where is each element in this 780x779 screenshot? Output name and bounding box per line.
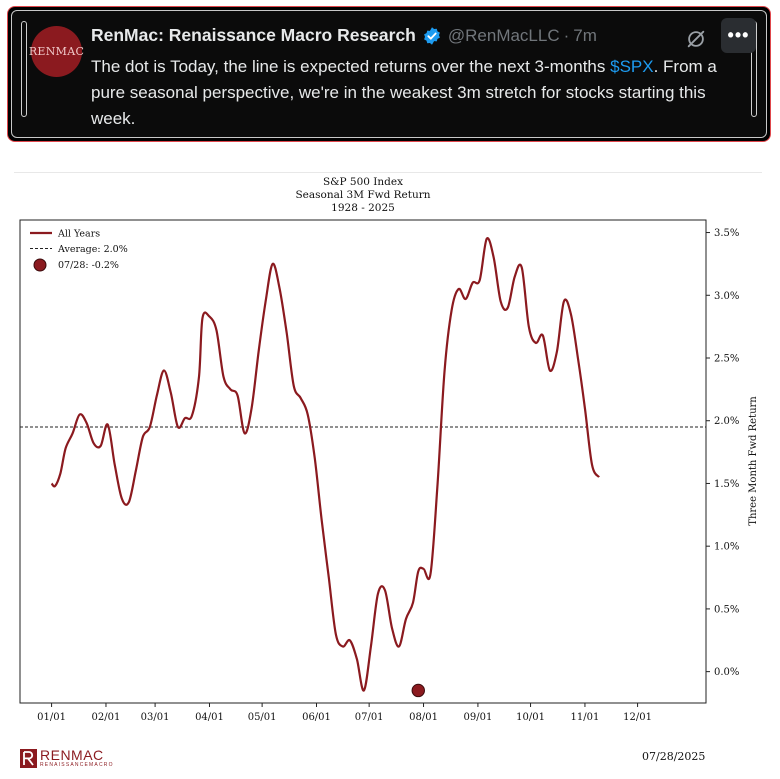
plot-frame	[19, 219, 707, 704]
tweet-text: The dot is Today, the line is expected r…	[91, 54, 741, 132]
x-axis: 01/01 02/01 03/01 04/01 05/01 06/01 07/01 08/01…	[37, 703, 652, 723]
tweet-header: RenMac: Renaissance Macro Research @RenM…	[91, 25, 597, 46]
x-tick-label: 08/01	[409, 712, 438, 723]
y-tick-label: 0.0%	[714, 667, 739, 678]
chart-period: 1928 - 2025	[331, 202, 395, 214]
tweet-card[interactable]: RENMAC RenMac: Renaissance Macro Researc…	[7, 6, 771, 142]
x-tick-label: 09/01	[464, 712, 493, 723]
legend: All Years Average: 2.0% 07/28: -0.2%	[30, 229, 128, 272]
avatar-text: RENMAC	[28, 45, 85, 58]
x-tick-label: 02/01	[92, 712, 121, 723]
grok-icon[interactable]	[685, 28, 707, 50]
divider	[14, 172, 762, 173]
y-tick-label: 3.0%	[714, 291, 739, 302]
more-button[interactable]: •••	[721, 18, 756, 53]
x-tick-label: 04/01	[195, 712, 224, 723]
cashtag-link[interactable]: $SPX	[610, 57, 654, 76]
y-tick-label: 0.5%	[714, 604, 739, 615]
tweet-inner-frame	[11, 10, 767, 138]
chart-date: 07/28/2025	[642, 750, 706, 763]
legend-today: 07/28: -0.2%	[58, 260, 119, 271]
y-axis: 0.0% 0.5% 1.0% 1.5% 2.0% 2.5% 3.0% 3.5%	[706, 228, 739, 678]
avatar[interactable]: RENMAC	[28, 26, 85, 77]
y-tick-label: 3.5%	[714, 228, 739, 239]
separator-dot: ·	[563, 25, 570, 45]
legend-all-years: All Years	[57, 229, 100, 240]
legend-average: Average: 2.0%	[57, 244, 128, 255]
chart-title: S&P 500 Index	[323, 176, 403, 188]
verified-badge-icon	[423, 26, 440, 45]
today-point	[411, 683, 425, 698]
logo-subtext: RENAISSANCEMACRO	[40, 762, 114, 768]
more-icon: •••	[727, 25, 750, 45]
post-age[interactable]: 7m	[573, 25, 597, 45]
x-tick-label: 05/01	[248, 712, 277, 723]
legend-dot-swatch	[33, 258, 47, 272]
author-handle[interactable]: @RenMacLLC	[447, 25, 560, 45]
y-tick-label: 2.0%	[714, 416, 739, 427]
x-tick-label: 10/01	[516, 712, 545, 723]
tweet-text-main: The dot is Today, the line is expected r…	[91, 57, 611, 76]
chart-subtitle: Seasonal 3M Fwd Return	[295, 189, 430, 201]
y-tick-label: 1.5%	[714, 479, 739, 490]
y-axis-label: Three Month Fwd Return	[748, 396, 759, 526]
y-tick-label: 1.0%	[714, 542, 739, 553]
y-tick-label: 2.5%	[714, 354, 739, 365]
line-layer	[50, 237, 600, 692]
x-tick-label: 11/01	[571, 712, 600, 723]
renmac-logo: RENMAC RENAISSANCEMACRO	[20, 748, 114, 768]
series-line-all-years	[50, 237, 600, 692]
renmac-logo-icon	[20, 748, 37, 768]
point-layer	[411, 683, 425, 698]
logo-text: RENMAC	[40, 747, 104, 763]
x-tick-label: 06/01	[302, 712, 331, 723]
x-tick-label: 12/01	[623, 712, 652, 723]
author-name[interactable]: RenMac: Renaissance Macro Research	[91, 25, 416, 45]
x-tick-label: 01/01	[37, 712, 66, 723]
left-drag-handle[interactable]	[21, 21, 27, 117]
x-tick-label: 07/01	[355, 712, 384, 723]
x-tick-label: 03/01	[141, 712, 170, 723]
tweet-text-rest: . From a pure seasonal perspective, we'r…	[91, 57, 717, 128]
